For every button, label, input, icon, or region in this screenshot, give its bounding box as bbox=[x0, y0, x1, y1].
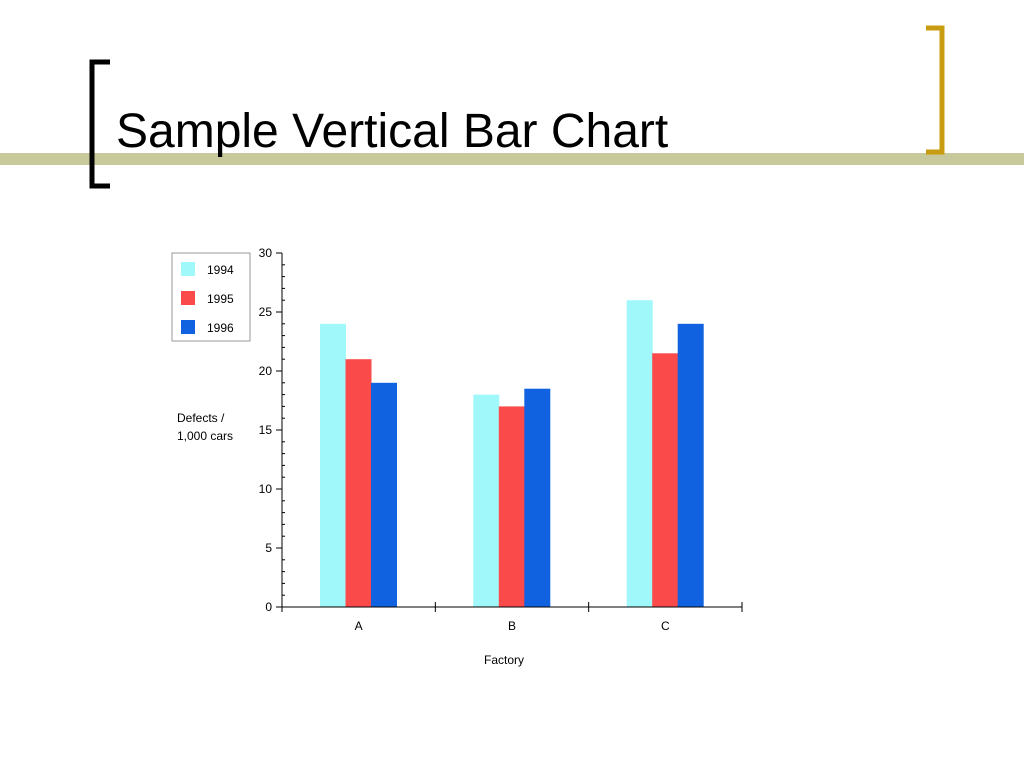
slide-title: Sample Vertical Bar Chart bbox=[116, 105, 669, 158]
y-axis-label-line-1: Defects / bbox=[177, 411, 225, 425]
bar-C-1994 bbox=[626, 300, 653, 607]
bars-layer bbox=[320, 300, 704, 607]
y-tick-label-15: 15 bbox=[259, 423, 273, 437]
title-rule bbox=[0, 153, 1024, 165]
bar-B-1995 bbox=[498, 406, 525, 607]
y-axis-label-line-2: 1,000 cars bbox=[177, 429, 233, 443]
x-tick-label-A: A bbox=[355, 619, 363, 633]
legend-swatch-1994 bbox=[181, 262, 195, 276]
bar-C-1996 bbox=[677, 323, 704, 607]
x-axis-label: Factory bbox=[484, 653, 524, 667]
legend-label-1995: 1995 bbox=[207, 292, 234, 306]
right-bracket bbox=[926, 25, 945, 155]
y-tick-label-20: 20 bbox=[259, 364, 273, 378]
bar-A-1995 bbox=[345, 359, 372, 607]
y-tick-label-30: 30 bbox=[259, 246, 273, 260]
bar-B-1996 bbox=[524, 388, 551, 607]
legend-label-1996: 1996 bbox=[207, 321, 234, 335]
bar-C-1995 bbox=[652, 353, 679, 607]
left-bracket bbox=[89, 59, 110, 189]
x-tick-label-C: C bbox=[661, 619, 670, 633]
legend: 1994 1995 1996 bbox=[171, 252, 251, 342]
bar-A-1994 bbox=[320, 323, 346, 607]
y-tick-label-0: 0 bbox=[265, 600, 272, 614]
y-tick-label-5: 5 bbox=[265, 541, 272, 555]
x-tick-label-B: B bbox=[508, 619, 516, 633]
legend-swatch-1995 bbox=[181, 291, 195, 305]
y-tick-label-10: 10 bbox=[259, 482, 273, 496]
legend-label-1994: 1994 bbox=[207, 263, 234, 277]
bar-B-1994 bbox=[473, 394, 500, 607]
y-tick-label-25: 25 bbox=[259, 305, 273, 319]
bar-A-1996 bbox=[371, 382, 397, 607]
axes-layer: 0 5 10 15 20 25 30 A B C bbox=[259, 246, 743, 633]
legend-swatch-1996 bbox=[181, 320, 195, 334]
